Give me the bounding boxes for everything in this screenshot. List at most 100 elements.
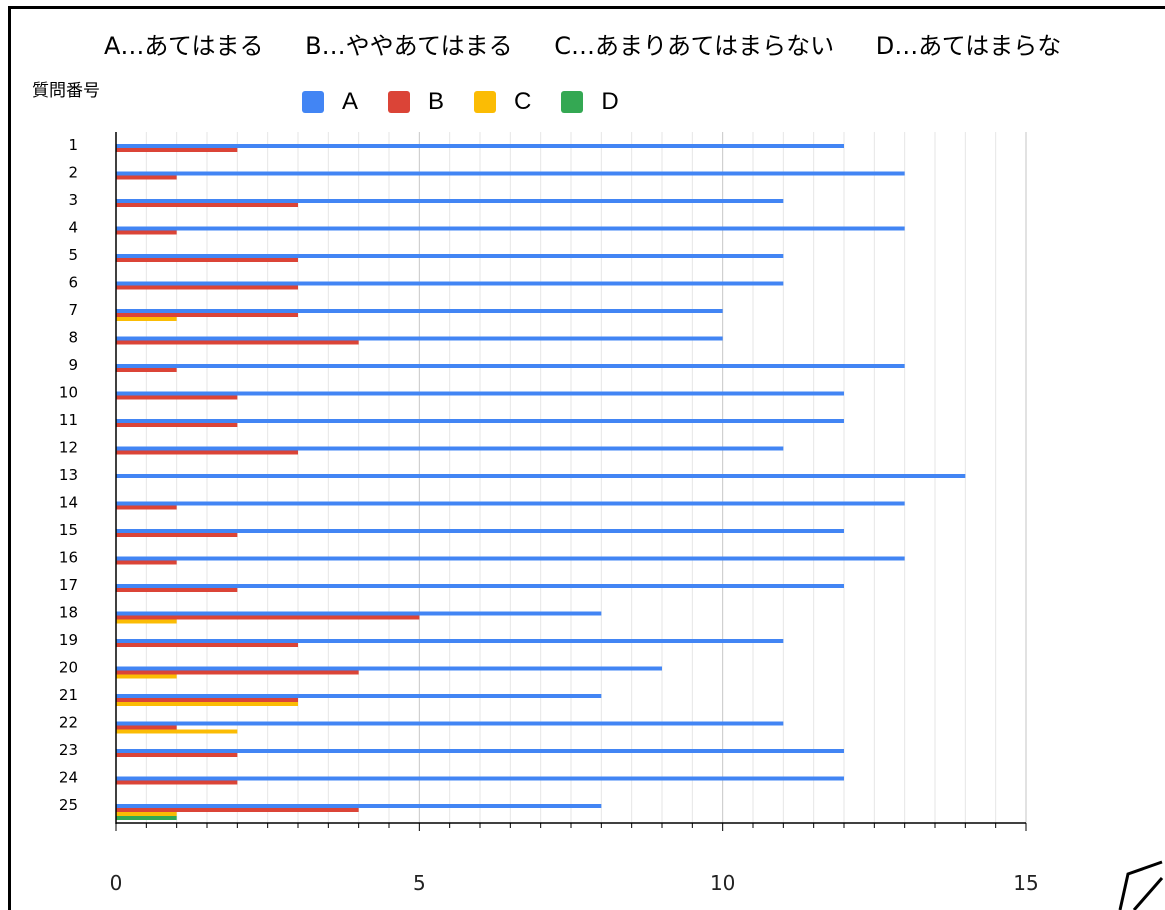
bar-a-q1: [116, 144, 844, 148]
y-tick-label: 6: [68, 274, 78, 292]
bar-b-q18: [116, 615, 420, 620]
y-tick-label: 24: [59, 769, 78, 787]
y-tick-label: 4: [68, 219, 78, 237]
y-tick-label: 7: [68, 301, 78, 319]
y-tick-label: 3: [68, 191, 78, 209]
bar-b-q12: [116, 450, 298, 455]
legend-label: B: [428, 88, 445, 115]
bar-c-q20: [116, 674, 177, 679]
bar-b-q17: [116, 588, 238, 592]
bar-a-q9: [116, 364, 905, 368]
x-tick-label: 0: [110, 871, 123, 895]
chart-legend: A B C D: [302, 88, 649, 116]
y-tick-label: 10: [59, 384, 78, 402]
bar-b-q14: [116, 505, 177, 510]
corner-doodle-icon: [1118, 860, 1164, 910]
y-tick-label: 5: [68, 246, 78, 264]
bar-b-q7: [116, 313, 298, 317]
y-tick-label: 9: [68, 356, 78, 374]
bar-b-q20: [116, 670, 359, 675]
bar-a-q17: [116, 584, 844, 588]
bar-a-q15: [116, 529, 844, 533]
y-tick-label: 16: [59, 549, 78, 567]
bar-b-q21: [116, 698, 298, 702]
legend-label: C: [514, 88, 532, 115]
legend-swatch: [302, 91, 324, 113]
bar-a-q10: [116, 391, 844, 396]
bar-c-q22: [116, 729, 238, 734]
option-b-text: B…ややあてはまる: [305, 32, 513, 60]
x-tick-label: 5: [413, 871, 426, 895]
bar-a-q4: [116, 226, 905, 231]
bar-a-q11: [116, 419, 844, 423]
bar-b-q1: [116, 148, 238, 152]
bar-b-q8: [116, 340, 359, 345]
y-axis-label: 質問番号: [32, 81, 100, 101]
y-tick-label: 17: [59, 576, 78, 594]
bar-a-q5: [116, 254, 784, 258]
y-tick-label: 13: [59, 466, 78, 484]
bar-c-q18: [116, 619, 177, 624]
legend-item-c: C: [474, 88, 531, 116]
legend-label: A: [342, 88, 359, 115]
answer-options-note: A…あてはまる B…ややあてはまる C…あまりあてはまらない D…あてはまらな: [104, 26, 1095, 61]
bar-b-q22: [116, 725, 177, 730]
x-tick-label: 15: [1013, 871, 1038, 895]
bar-b-q23: [116, 753, 238, 757]
bar-c-q25: [116, 812, 177, 816]
y-tick-label: 11: [59, 411, 78, 429]
bar-b-q2: [116, 175, 177, 180]
bar-a-q13: [116, 474, 966, 478]
bar-a-q16: [116, 556, 905, 561]
bar-b-q24: [116, 780, 238, 785]
bar-c-q21: [116, 702, 298, 706]
bar-a-q22: [116, 721, 784, 726]
y-tick-label: 18: [59, 604, 78, 622]
bar-a-q14: [116, 501, 905, 506]
bar-b-q9: [116, 368, 177, 372]
y-tick-label: 12: [59, 439, 78, 457]
bar-a-q12: [116, 446, 784, 451]
legend-swatch: [561, 91, 584, 113]
bar-d-q25: [116, 816, 177, 820]
option-d-text: D…あてはまらな: [875, 32, 1062, 60]
bar-b-q11: [116, 423, 238, 427]
bar-a-q21: [116, 694, 602, 698]
bar-a-q20: [116, 666, 662, 671]
bar-b-q5: [116, 258, 298, 262]
bar-a-q18: [116, 611, 602, 616]
y-tick-label: 14: [59, 494, 78, 512]
y-tick-label: 19: [59, 631, 78, 649]
bar-b-q4: [116, 230, 177, 235]
bar-a-q23: [116, 749, 844, 753]
y-tick-label: 8: [68, 329, 78, 347]
y-tick-label: 21: [59, 686, 78, 704]
y-tick-label: 22: [59, 714, 78, 732]
bar-b-q16: [116, 560, 177, 565]
y-tick-label: 2: [68, 164, 78, 182]
bar-a-q24: [116, 776, 844, 781]
bar-b-q19: [116, 643, 298, 647]
bar-a-q7: [116, 309, 723, 313]
x-tick-label: 10: [710, 871, 735, 895]
y-tick-label: 23: [59, 741, 78, 759]
bar-a-q25: [116, 804, 602, 808]
bar-b-q6: [116, 285, 298, 290]
option-c-text: C…あまりあてはまらない: [554, 32, 835, 60]
bar-b-q25: [116, 808, 359, 812]
y-tick-label: 1: [68, 136, 78, 154]
y-tick-label: 20: [59, 659, 78, 677]
bar-c-q7: [116, 317, 177, 321]
legend-label: D: [601, 88, 619, 115]
y-tick-label: 15: [59, 521, 78, 539]
legend-item-d: D: [561, 88, 619, 116]
bar-a-q3: [116, 199, 784, 203]
y-tick-label: 25: [59, 796, 78, 814]
bar-a-q6: [116, 281, 784, 286]
option-a-text: A…あてはまる: [104, 32, 264, 60]
chart-frame: [8, 6, 1165, 910]
bar-b-q3: [116, 203, 298, 207]
legend-item-a: A: [302, 88, 358, 116]
bar-b-q10: [116, 395, 238, 400]
